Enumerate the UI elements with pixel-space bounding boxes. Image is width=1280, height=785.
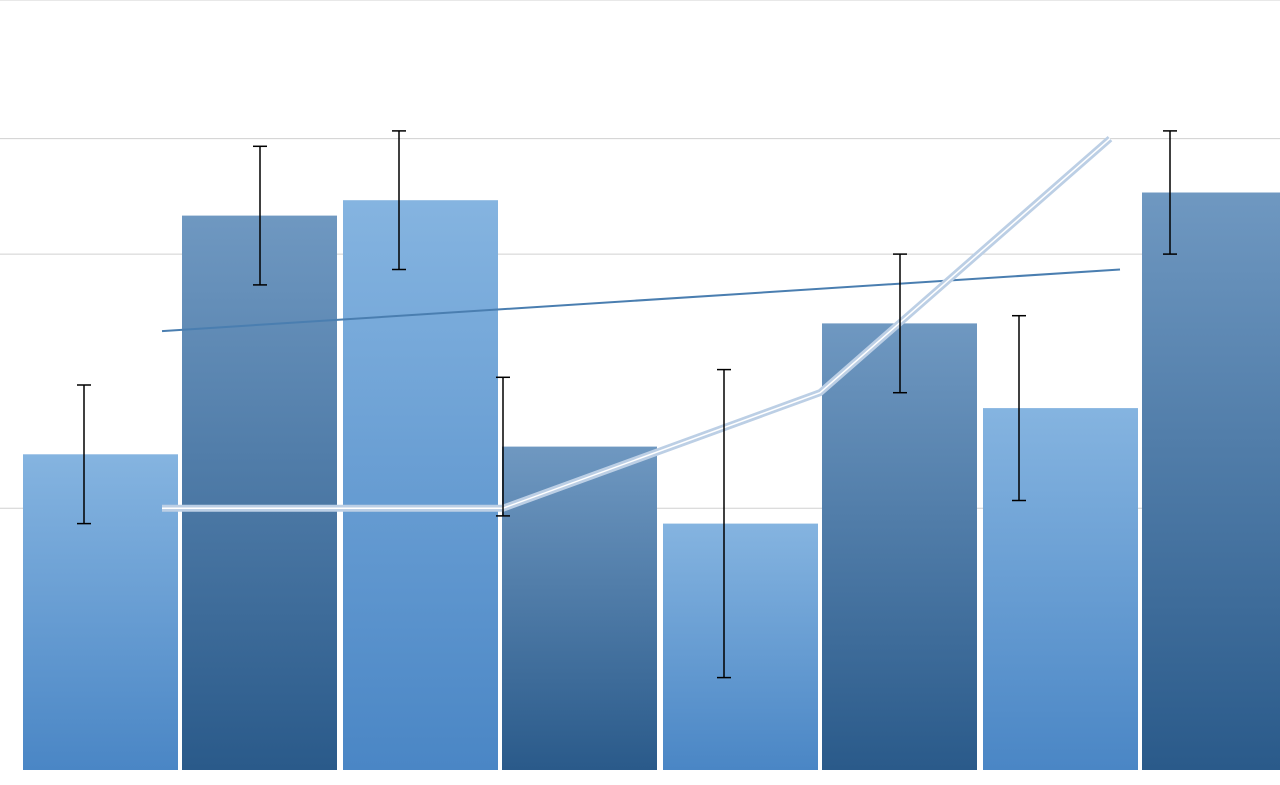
bar-dark — [1142, 193, 1280, 771]
combo-chart — [0, 0, 1280, 785]
bar-light — [663, 524, 818, 770]
bars — [23, 193, 1280, 771]
bar-light — [343, 200, 498, 770]
bar-light — [983, 408, 1138, 770]
bar-light — [23, 454, 178, 770]
chart-svg — [0, 0, 1280, 785]
bar-dark — [502, 447, 657, 770]
bar-dark — [182, 216, 337, 770]
